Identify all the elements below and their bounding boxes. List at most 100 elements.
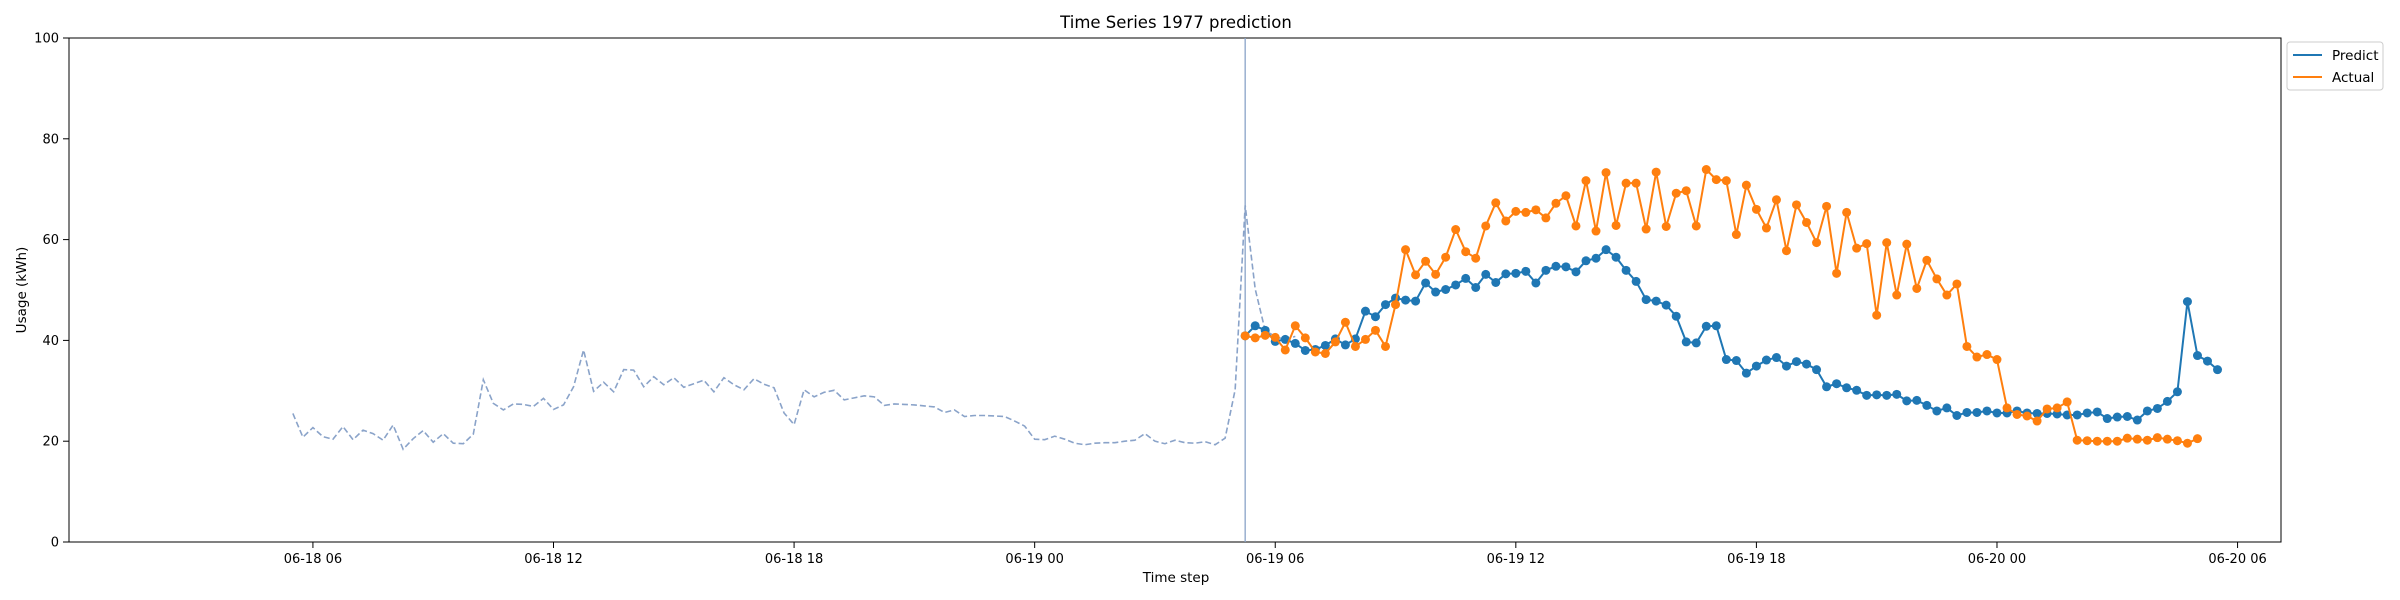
y-tick-label: 0 — [51, 536, 59, 551]
y-axis: 0 20 40 60 80 100 — [34, 32, 69, 551]
data-point-actual — [2062, 397, 2072, 407]
chart-title: Time Series 1977 prediction — [1059, 13, 1292, 32]
data-point-predict — [2082, 408, 2092, 418]
data-point-actual — [1681, 186, 1691, 196]
data-point-actual — [2002, 403, 2012, 413]
data-point-predict — [1611, 252, 1621, 262]
data-point-predict — [2122, 412, 2132, 422]
data-point-actual — [1541, 213, 1551, 223]
data-point-actual — [1882, 238, 1892, 248]
data-point-actual — [1310, 347, 1320, 357]
data-point-actual — [2142, 435, 2152, 445]
data-point-predict — [1721, 355, 1731, 365]
data-point-predict — [1992, 408, 2002, 418]
data-point-predict — [1601, 245, 1611, 255]
data-point-actual — [1651, 167, 1661, 177]
data-point-actual — [2122, 433, 2132, 443]
data-point-actual — [1571, 221, 1581, 231]
data-point-predict — [1461, 273, 1471, 283]
data-point-predict — [2102, 414, 2112, 424]
data-point-actual — [1671, 188, 1681, 198]
data-point-actual — [2132, 434, 2142, 444]
plot-area-frame — [68, 37, 2282, 543]
data-point-predict — [1862, 390, 1872, 400]
data-point-actual — [1982, 350, 1992, 360]
series-actual — [1240, 165, 2202, 448]
data-point-predict — [2092, 407, 2102, 417]
data-point-actual — [2092, 436, 2102, 446]
data-point-predict — [1781, 361, 1791, 371]
data-point-predict — [2152, 403, 2162, 413]
data-point-predict — [1250, 321, 1260, 331]
data-point-predict — [1771, 353, 1781, 363]
legend-label-actual: Actual — [2332, 70, 2374, 86]
data-point-actual — [2082, 436, 2092, 446]
data-point-predict — [1661, 300, 1671, 310]
data-point-predict — [1531, 278, 1541, 288]
y-tick-label: 60 — [42, 233, 59, 248]
data-point-predict — [1621, 265, 1631, 275]
data-point-predict — [2132, 415, 2142, 425]
data-point-actual — [2042, 404, 2052, 414]
data-point-actual — [1471, 253, 1481, 263]
data-point-actual — [1962, 341, 1972, 351]
data-point-predict — [1421, 278, 1431, 288]
data-point-actual — [1892, 290, 1902, 300]
data-point-actual — [2012, 409, 2022, 419]
data-point-predict — [1581, 256, 1591, 266]
data-point-predict — [1932, 406, 1942, 416]
data-point-actual — [1781, 246, 1791, 256]
data-point-actual — [1270, 332, 1280, 342]
series-line-predict — [1244, 248, 2219, 422]
data-point-predict — [1962, 407, 1972, 417]
data-point-predict — [1290, 338, 1300, 348]
data-point-actual — [1451, 225, 1461, 235]
y-tick-label: 40 — [42, 334, 59, 349]
data-point-predict — [1511, 268, 1521, 278]
data-point-predict — [2182, 297, 2192, 307]
data-point-predict — [2032, 408, 2042, 418]
data-point-actual — [1280, 345, 1290, 355]
data-point-actual — [1701, 165, 1711, 175]
x-tick-label: 06-19 18 — [1727, 552, 1785, 567]
data-point-predict — [1641, 295, 1651, 305]
data-point-predict — [2192, 351, 2202, 361]
data-point-predict — [1431, 287, 1441, 297]
data-point-predict — [1370, 312, 1380, 322]
data-point-predict — [1631, 276, 1641, 286]
data-point-predict — [1501, 269, 1511, 279]
data-point-predict — [1842, 383, 1852, 393]
data-point-predict — [1691, 338, 1701, 348]
data-point-predict — [1822, 382, 1832, 392]
data-point-actual — [1661, 221, 1671, 231]
plot-area — [292, 38, 2223, 542]
data-point-predict — [1320, 340, 1330, 350]
data-point-actual — [1441, 252, 1451, 262]
data-point-actual — [1641, 224, 1651, 234]
x-tick-label: 06-18 18 — [765, 552, 823, 567]
data-point-actual — [2102, 436, 2112, 446]
y-tick-label: 80 — [42, 132, 59, 147]
data-point-predict — [1521, 266, 1531, 276]
data-point-predict — [1551, 261, 1561, 271]
data-point-predict — [1731, 356, 1741, 366]
data-point-predict — [1952, 410, 1962, 420]
data-point-actual — [1340, 317, 1350, 327]
data-point-actual — [1601, 168, 1611, 178]
data-point-actual — [1481, 221, 1491, 231]
data-point-actual — [1411, 270, 1421, 280]
history-line — [292, 205, 1296, 451]
data-point-predict — [1751, 361, 1761, 371]
data-point-actual — [1591, 226, 1601, 236]
data-point-actual — [2112, 436, 2122, 446]
data-point-predict — [1791, 357, 1801, 367]
x-tick-label: 06-18 12 — [524, 552, 582, 567]
data-point-actual — [1771, 195, 1781, 205]
x-tick-label: 06-19 06 — [1246, 552, 1304, 567]
data-point-actual — [2152, 433, 2162, 443]
data-point-actual — [1812, 238, 1822, 248]
data-point-predict — [1802, 359, 1812, 369]
data-point-actual — [2182, 438, 2192, 448]
data-point-actual — [1862, 239, 1872, 249]
